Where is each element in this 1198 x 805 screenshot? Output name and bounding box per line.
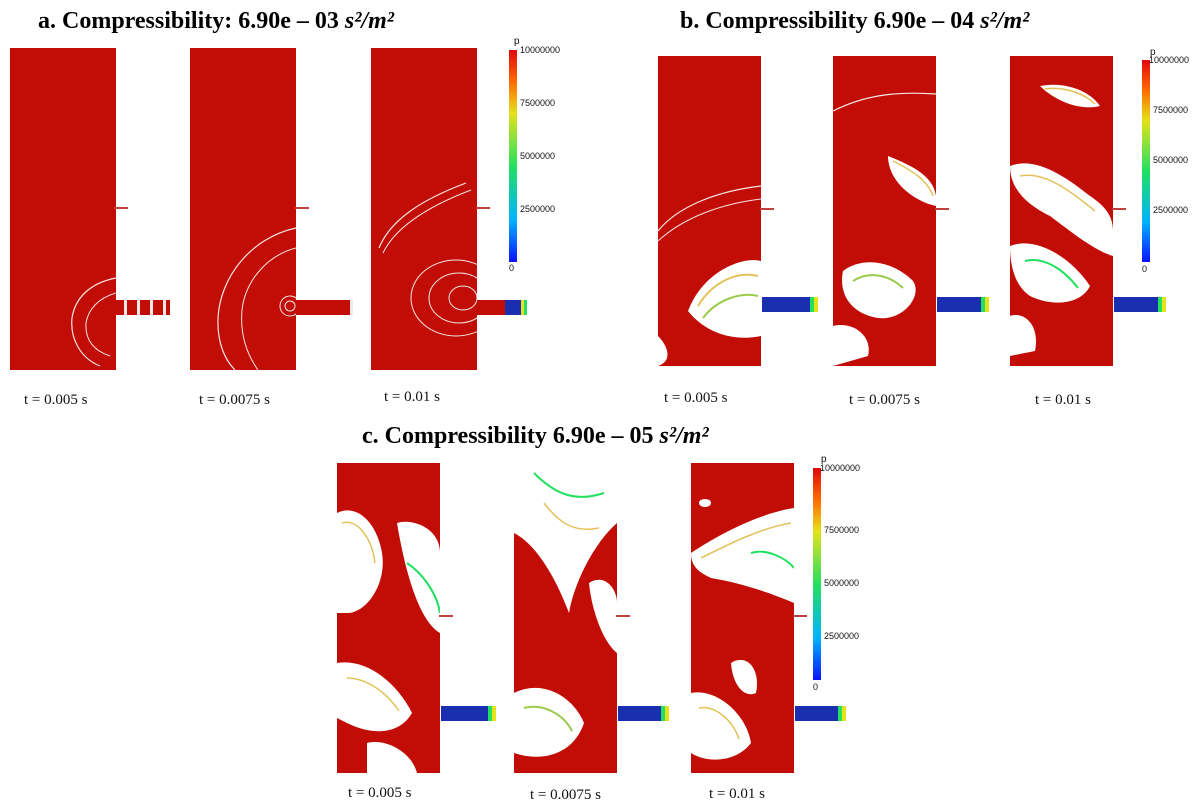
- time-label-c1: t = 0.005 s: [348, 785, 412, 801]
- simulation-panel-c3: [691, 463, 794, 773]
- inlet-nozzle-a2: [296, 300, 353, 315]
- simulation-panel-c1: [337, 463, 440, 773]
- time-label-a2: t = 0.0075 s: [199, 392, 270, 408]
- time-label-a1: t = 0.005 s: [24, 392, 88, 408]
- title-b-text: b. Compressibility 6.90e – 04: [680, 8, 981, 34]
- time-label-b1: t = 0.005 s: [664, 390, 728, 406]
- probe-marker-c3: [793, 615, 807, 617]
- time-label-c2: t = 0.0075 s: [530, 787, 601, 803]
- colorbar-tick-a-4: 0: [509, 263, 515, 273]
- contour-overlay-a3: [378, 182, 477, 337]
- colorbar-c: [813, 468, 821, 680]
- title-b-unit: s²/m²: [980, 8, 1030, 34]
- inlet-nozzle-a1: [114, 300, 170, 315]
- colorbar-label-c: p: [821, 454, 827, 465]
- probe-marker-b1: [760, 208, 774, 210]
- inlet-nozzle-b3: [1114, 297, 1166, 312]
- title-a-unit: s²/m²: [344, 8, 394, 34]
- simulation-panel-a1: [10, 48, 116, 370]
- title-a-text: a. Compressibility: 6.90e – 03: [38, 8, 345, 34]
- colorbar-tick-c-2: 5000000: [824, 578, 860, 588]
- simulation-panel-b3: [1010, 56, 1113, 366]
- inlet-nozzle-c3: [795, 706, 846, 721]
- colorbar-tick-b-4: 0: [1142, 264, 1148, 274]
- contour-overlay-c3: [691, 499, 794, 760]
- colorbar-tick-a-3: 2500000: [520, 204, 556, 214]
- colorbar-label-b: p: [1150, 47, 1156, 58]
- colorbar-tick-a-0: 10000000: [520, 45, 561, 55]
- colorbar-tick-c-0: 10000000: [820, 463, 861, 473]
- probe-marker-c2: [616, 615, 630, 617]
- colorbar-tick-b-1: 7500000: [1153, 105, 1189, 115]
- probe-marker-b2: [935, 208, 949, 210]
- colorbar-a: [509, 50, 517, 262]
- colorbar-tick-b-2: 5000000: [1153, 155, 1189, 165]
- colorbar-b: [1142, 60, 1150, 262]
- colorbar-tick-c-4: 0: [813, 682, 819, 692]
- contour-overlay-b1: [658, 185, 761, 366]
- title-c-text: c. Compressibility 6.90e – 05: [362, 423, 660, 449]
- probe-marker-a1: [114, 207, 128, 209]
- time-label-b3: t = 0.01 s: [1035, 392, 1091, 408]
- time-label-c3: t = 0.01 s: [709, 786, 765, 802]
- contour-overlay-b3: [1010, 84, 1113, 356]
- title-a: a. Compressibility: 6.90e – 03 s²/m²: [38, 8, 394, 35]
- probe-marker-b3: [1112, 208, 1126, 210]
- contour-overlay-b2: [833, 92, 936, 366]
- simulation-panel-b2: [833, 56, 936, 366]
- title-c: c. Compressibility 6.90e – 05 s²/m²: [362, 423, 709, 450]
- inlet-nozzle-b2: [937, 297, 989, 312]
- colorbar-tick-b-3: 2500000: [1153, 205, 1189, 215]
- contour-overlay-a1: [71, 277, 116, 367]
- contour-overlay-c1: [337, 510, 440, 773]
- contour-overlay-c2: [514, 463, 617, 757]
- inlet-nozzle-b1: [762, 297, 818, 312]
- probe-marker-a3: [476, 207, 490, 209]
- title-b: b. Compressibility 6.90e – 04 s²/m²: [680, 8, 1029, 35]
- inlet-nozzle-c2: [618, 706, 669, 721]
- colorbar-tick-c-3: 2500000: [824, 631, 860, 641]
- contour-overlay-a2: [217, 227, 296, 370]
- time-label-a3: t = 0.01 s: [384, 389, 440, 405]
- title-c-unit: s²/m²: [659, 423, 709, 449]
- colorbar-tick-c-1: 7500000: [824, 525, 860, 535]
- simulation-panel-c2: [514, 463, 617, 773]
- simulation-panel-a2: [190, 48, 296, 370]
- colorbar-tick-a-1: 7500000: [520, 98, 556, 108]
- colorbar-tick-a-2: 5000000: [520, 151, 556, 161]
- simulation-panel-a3: [371, 48, 477, 370]
- time-label-b2: t = 0.0075 s: [849, 392, 920, 408]
- colorbar-tick-b-0: 10000000: [1149, 55, 1190, 65]
- probe-marker-a2: [295, 207, 309, 209]
- probe-marker-c1: [439, 615, 453, 617]
- simulation-panel-b1: [658, 56, 761, 366]
- inlet-nozzle-c1: [441, 706, 496, 721]
- inlet-nozzle-a3: [477, 300, 527, 315]
- colorbar-label-a: p: [514, 36, 520, 47]
